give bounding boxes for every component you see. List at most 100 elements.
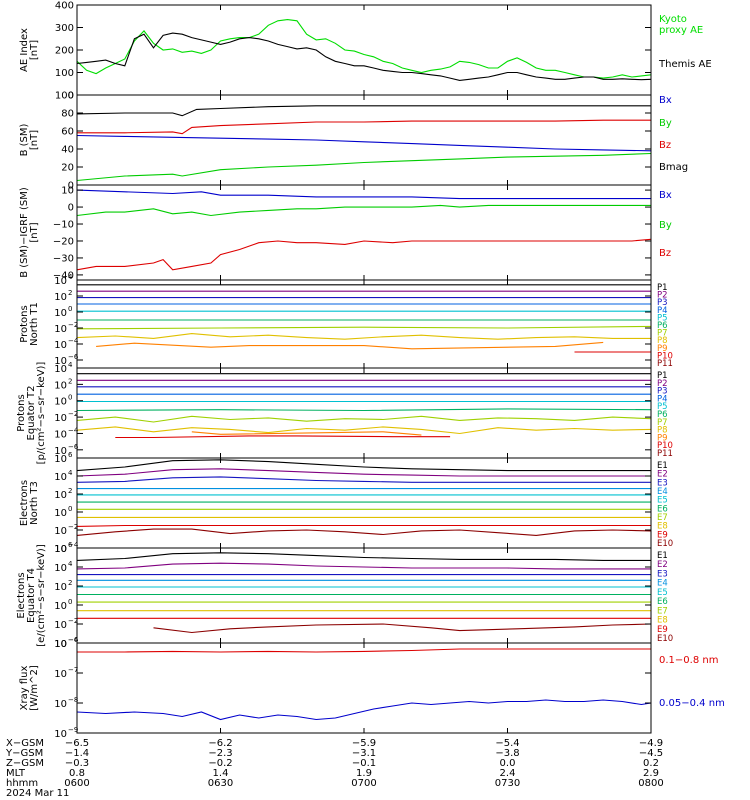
legend-pn1-p4: P4	[657, 306, 668, 316]
ylabel-ae: [nT]	[29, 40, 40, 60]
ytick-exponent-pe2: −2	[68, 410, 78, 418]
ytick-exponent-pe2: 0	[68, 394, 72, 402]
series-bsm-bx	[76, 134, 652, 152]
ylabel-en3: North T3	[29, 481, 40, 525]
ytick-exponent-pn1: −2	[68, 321, 78, 329]
ytick-label-ae: 300	[55, 23, 74, 34]
ylabel-bigrf: B (SM)−IGRF (SM)	[19, 187, 30, 278]
footer-value: −3.1	[352, 748, 376, 759]
footer-value: 2.9	[643, 768, 659, 779]
legend-pn1-p10: P10	[657, 351, 673, 361]
date-label: 2024 Mar 11	[6, 788, 69, 799]
ytick-label-ae: 200	[55, 46, 74, 57]
ytick-label-bigrf: −40	[53, 270, 74, 281]
legend-ee4-e4: E4	[657, 579, 668, 589]
series-xray-0-1-0-8-nm	[77, 648, 651, 653]
ylabel-pe2: Protons	[16, 394, 27, 431]
legend-ee4-e8: E8	[657, 616, 668, 626]
ytick-label-pe2: 10	[54, 413, 67, 424]
ytick-label-ae: 100	[55, 68, 74, 79]
series-pn1-p9	[96, 341, 604, 350]
legend-bigrf-bx: Bx	[659, 190, 672, 201]
series-pe2-p7	[76, 415, 652, 423]
series-pe2-p6	[76, 408, 652, 412]
legend-ee4-e1: E1	[657, 551, 668, 561]
legend-pn1-p2: P2	[657, 291, 668, 301]
legend-pe2-p5: P5	[657, 402, 668, 412]
legend-bsm-by: By	[659, 118, 672, 129]
ytick-label-pe2: 10	[54, 380, 67, 391]
ylabel-ae: AE Index	[19, 28, 30, 72]
ytick-label-bigrf: 10	[61, 186, 74, 197]
legend-bigrf-by: By	[659, 220, 672, 231]
ytick-exponent-ee4: 4	[68, 560, 73, 568]
panel-frame-xray	[76, 642, 652, 734]
legend-ee4-e3: E3	[657, 569, 668, 579]
legend-bsm-bmag: Bmag	[659, 162, 688, 173]
ytick-label-en3: 10	[54, 508, 67, 519]
legend-pe2-p6: P6	[657, 410, 668, 420]
legend-en3-e4: E4	[657, 487, 668, 497]
ylabel-pe2: [p/(cm²−s−sr−keV)]	[36, 362, 47, 465]
ytick-exponent-pn1: −6	[68, 353, 79, 361]
ylabel-xray: [W/m^2]	[29, 665, 40, 711]
footer-value: 0.2	[643, 758, 659, 769]
legend-pn1-p5: P5	[657, 313, 668, 323]
legend-pe2-p1: P1	[657, 371, 668, 381]
series-ae-kyoto-proxy-ae	[76, 19, 652, 79]
legend-pe2-p3: P3	[657, 387, 668, 397]
series-bsm-bz	[77, 119, 651, 135]
ytick-exponent-en3: −4	[68, 541, 79, 549]
legend-bigrf-bz: Bz	[659, 248, 671, 259]
footer-value: 0630	[208, 778, 233, 789]
ytick-label-pe2: 10	[54, 397, 67, 408]
footer-label-x-gsm: X−GSM	[6, 738, 44, 749]
footer-value: −4.9	[639, 738, 663, 749]
ytick-label-ae: 400	[55, 1, 74, 12]
ytick-exponent-en3: −2	[68, 523, 78, 531]
ytick-label-bsm: 20	[61, 163, 74, 174]
ytick-exponent-pe2: −4	[68, 426, 79, 434]
legend-pe2-p11: P11	[657, 449, 673, 459]
legend-xray-0-05-0-4-nm: 0.05−0.4 nm	[659, 698, 725, 709]
panel-frame-en3	[76, 457, 652, 549]
ytick-label-pe2: 10	[54, 429, 67, 440]
ytick-exponent-xray: −8	[68, 696, 78, 704]
legend-en3-e3: E3	[657, 478, 668, 488]
ytick-label-bsm: 80	[61, 109, 74, 120]
legend-pe2-p7: P7	[657, 418, 668, 428]
ylabel-pn1: Protons	[19, 305, 30, 342]
ytick-exponent-ee4: 6	[68, 541, 73, 549]
series-pn1-p8	[76, 333, 651, 340]
series-pe2-p9	[191, 431, 422, 436]
ytick-label-pn1: 10	[54, 292, 67, 303]
footer-label-y-gsm: Y−GSM	[5, 748, 43, 759]
ytick-label-pn1: 10	[54, 340, 67, 351]
ytick-label-en3: 10	[54, 454, 67, 465]
ytick-exponent-en3: 2	[68, 487, 72, 495]
ytick-exponent-xray: −9	[68, 726, 78, 734]
legend-pn1-p1: P1	[657, 283, 668, 293]
ytick-label-pn1: 10	[54, 324, 67, 335]
legend-pn1-p11: P11	[657, 359, 673, 369]
legend-bsm-bx: Bx	[659, 95, 672, 106]
series-bsm-bmag	[76, 105, 651, 117]
footer-value: −0.1	[352, 758, 376, 769]
ytick-label-xray: 10	[54, 699, 67, 710]
series-bigrf-by	[76, 204, 651, 217]
legend-pn1-p3: P3	[657, 298, 668, 308]
footer-value: 1.4	[213, 768, 229, 779]
ytick-label-ae: 0	[68, 91, 74, 102]
ylabel-xray: Xray flux	[19, 666, 30, 711]
footer-value: −3.8	[495, 748, 519, 759]
legend-ee4-e7: E7	[657, 606, 668, 616]
ylabel-ee4: [e/(cm²−s−sr−keV)]	[36, 544, 47, 647]
ytick-label-ee4: 10	[54, 620, 67, 631]
ytick-label-en3: 10	[54, 526, 67, 537]
footer-label-hhmm: hhmm	[6, 778, 38, 789]
series-en3-e10	[76, 528, 652, 536]
series-en3-e2	[76, 468, 651, 477]
